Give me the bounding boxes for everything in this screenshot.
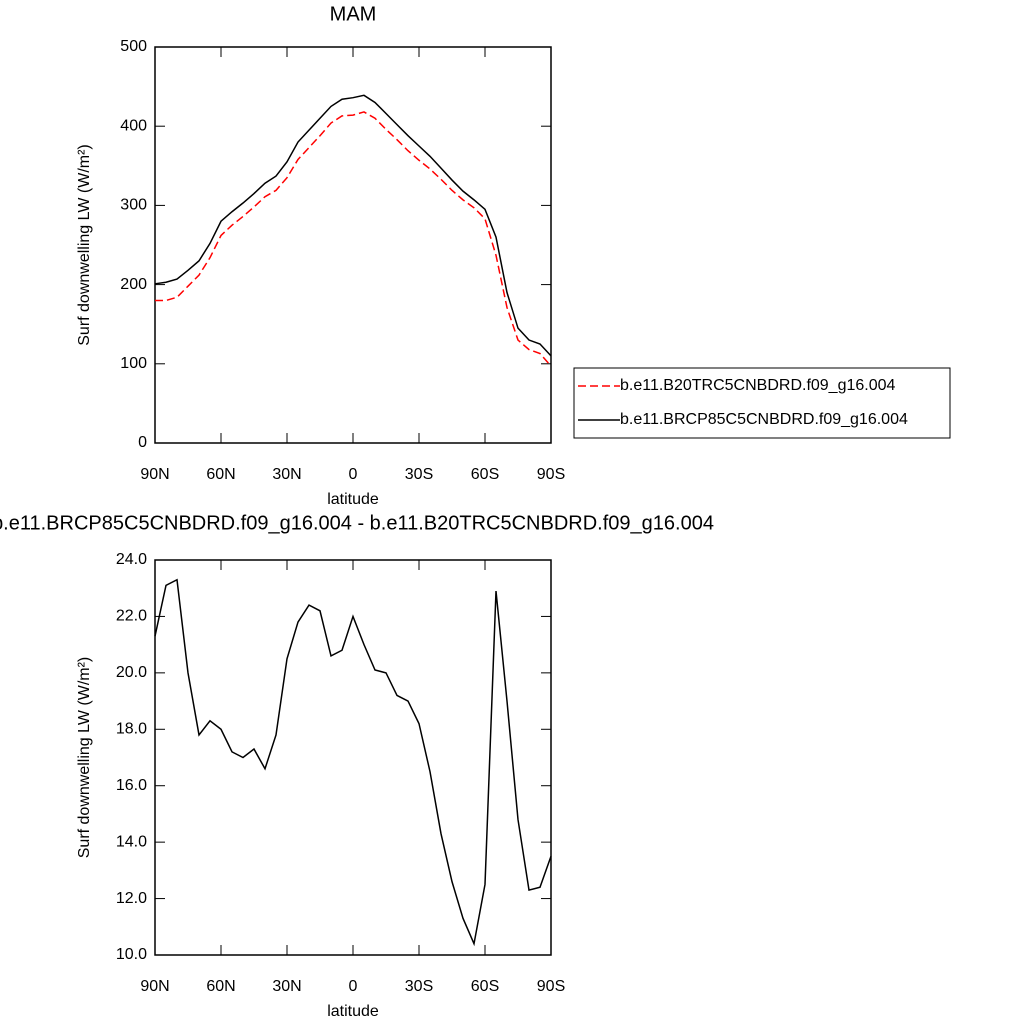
x-tick-label: 60N bbox=[206, 466, 235, 483]
x-axis-label: latitude bbox=[327, 1003, 379, 1020]
y-tick-label: 20.0 bbox=[116, 664, 147, 681]
y-tick-label: 200 bbox=[120, 276, 147, 293]
x-tick-label: 90S bbox=[537, 466, 565, 483]
legend-box bbox=[573, 367, 951, 439]
x-tick-label: 60S bbox=[471, 978, 499, 995]
y-axis-label: Surf downwelling LW (W/m²) bbox=[76, 657, 93, 859]
data-line bbox=[154, 578, 552, 947]
x-tick-label: 30S bbox=[405, 466, 433, 483]
y-tick-label: 300 bbox=[120, 197, 147, 214]
chart-title: b.e11.BRCP85C5CNBDRD.f09_g16.004 - b.e11… bbox=[0, 512, 714, 534]
x-tick-label: 90N bbox=[140, 466, 169, 483]
legend-label: b.e11.B20TRC5CNBDRD.f09_g16.004 bbox=[620, 377, 896, 394]
y-tick-label: 100 bbox=[120, 355, 147, 372]
x-tick-label: 30S bbox=[405, 978, 433, 995]
x-tick-label: 0 bbox=[349, 466, 358, 483]
x-tick-label: 60S bbox=[471, 466, 499, 483]
legend-label: b.e11.BRCP85C5CNBDRD.f09_g16.004 bbox=[620, 411, 908, 428]
chart-title: MAM bbox=[330, 3, 377, 25]
x-tick-label: 0 bbox=[349, 978, 358, 995]
y-tick-label: 400 bbox=[120, 117, 147, 134]
y-tick-label: 10.0 bbox=[116, 946, 147, 963]
y-tick-label: 500 bbox=[120, 38, 147, 55]
y-tick-label: 14.0 bbox=[116, 833, 147, 850]
y-tick-label: 16.0 bbox=[116, 777, 147, 794]
y-tick-label: 18.0 bbox=[116, 721, 147, 738]
plot-frame bbox=[154, 559, 552, 956]
y-tick-label: 12.0 bbox=[116, 890, 147, 907]
x-tick-label: 90N bbox=[140, 978, 169, 995]
x-tick-label: 30N bbox=[272, 466, 301, 483]
y-tick-label: 24.0 bbox=[116, 551, 147, 568]
data-line bbox=[154, 94, 552, 357]
plot-frame bbox=[154, 46, 552, 444]
y-tick-label: 22.0 bbox=[116, 608, 147, 625]
data-line bbox=[155, 111, 552, 367]
x-axis-label: latitude bbox=[327, 491, 379, 508]
x-tick-label: 90S bbox=[537, 978, 565, 995]
x-tick-label: 30N bbox=[272, 978, 301, 995]
y-axis-label: Surf downwelling LW (W/m²) bbox=[76, 144, 93, 346]
y-tick-label: 0 bbox=[138, 434, 147, 451]
x-tick-label: 60N bbox=[206, 978, 235, 995]
